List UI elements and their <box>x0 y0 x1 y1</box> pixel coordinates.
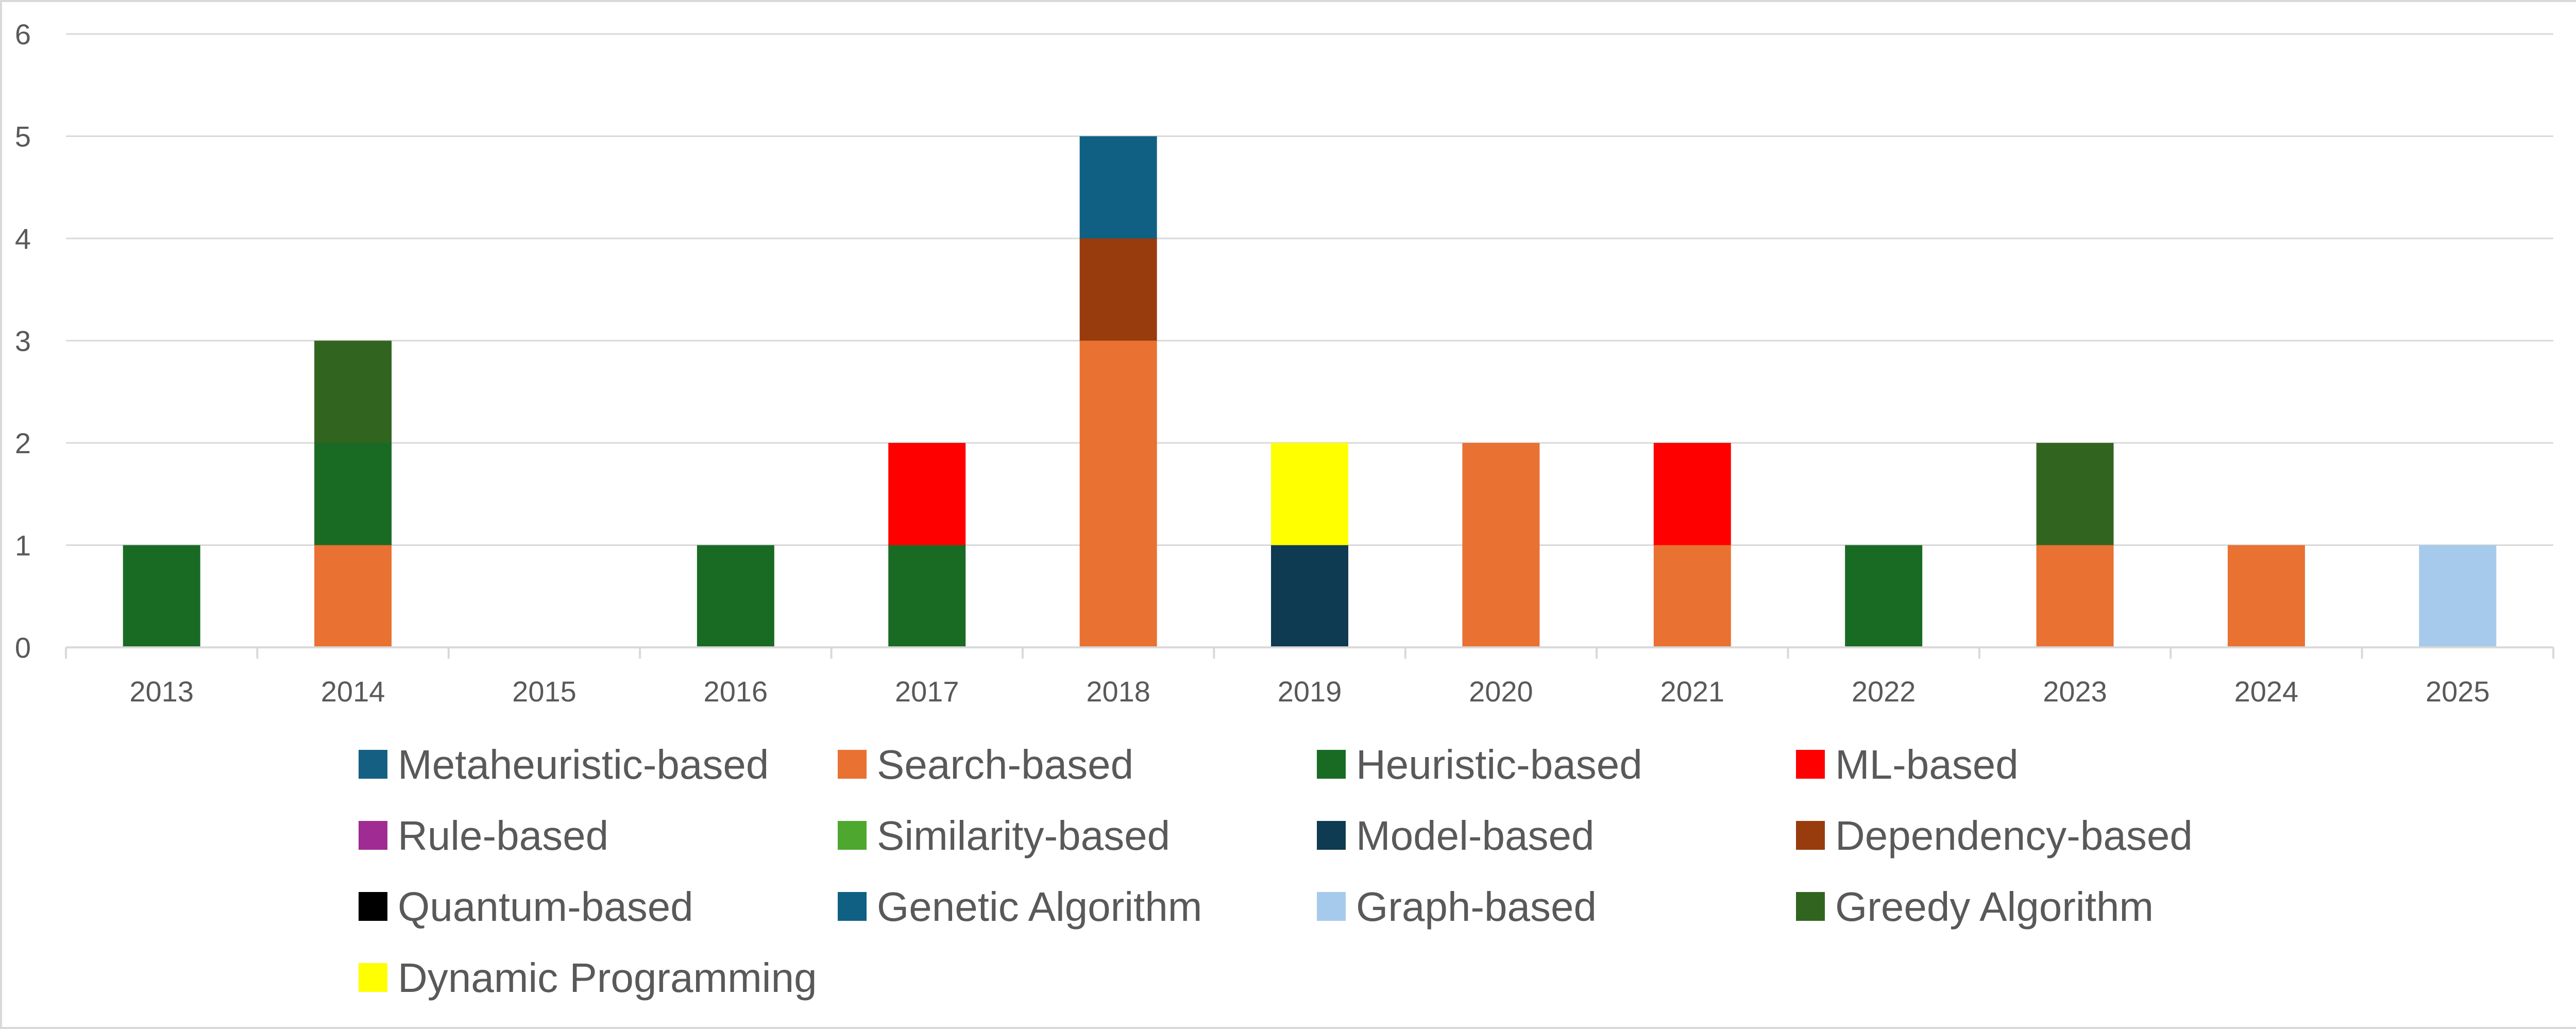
bar-segment <box>314 443 392 545</box>
bar-segment <box>1653 443 1731 545</box>
bar-segment <box>2036 545 2114 647</box>
bar-segment <box>1271 443 1348 545</box>
legend-label: Greedy Algorithm <box>1835 884 2154 930</box>
legend-swatch <box>359 750 387 779</box>
y-tick-label: 1 <box>15 529 31 562</box>
bar-segment <box>1653 545 1731 647</box>
x-tick-label: 2023 <box>2043 675 2107 708</box>
bar-segment <box>888 545 966 647</box>
bar-segment <box>697 545 774 647</box>
legend-swatch <box>1796 821 1825 850</box>
x-tick-label: 2015 <box>512 675 577 708</box>
bar-segment <box>314 545 392 647</box>
y-tick-label: 6 <box>15 18 31 50</box>
legend-label: Dependency-based <box>1835 813 2193 859</box>
legend-swatch <box>838 821 867 850</box>
x-tick-label: 2013 <box>129 675 194 708</box>
x-tick-label: 2016 <box>704 675 768 708</box>
legend-swatch <box>1317 750 1346 779</box>
legend-label: Dynamic Programming <box>398 955 817 1001</box>
bar-segment <box>1462 443 1540 647</box>
bar-segment <box>1845 545 1923 647</box>
legend-label: Model-based <box>1356 813 1595 859</box>
legend-label: Genetic Algorithm <box>877 884 1202 930</box>
x-tick-label: 2025 <box>2426 675 2490 708</box>
x-tick-label: 2024 <box>2234 675 2299 708</box>
bar-segment <box>1079 238 1157 341</box>
legend-label: Heuristic-based <box>1356 742 1642 787</box>
bar-segment <box>2419 545 2497 647</box>
legend-swatch <box>359 963 387 992</box>
legend-label: Graph-based <box>1356 884 1597 930</box>
bar-segment <box>123 545 200 647</box>
legend-swatch <box>1317 821 1346 850</box>
legend-swatch <box>838 892 867 921</box>
x-tick-label: 2018 <box>1086 675 1150 708</box>
x-tick-label: 2020 <box>1469 675 1533 708</box>
y-tick-label: 5 <box>15 121 31 153</box>
bar-segment <box>1079 136 1157 238</box>
legend-label: Similarity-based <box>877 813 1170 859</box>
bar-segment <box>1271 545 1348 647</box>
bar-segment <box>888 443 966 545</box>
legend-label: Search-based <box>877 742 1133 787</box>
bar-segment <box>2227 545 2305 647</box>
bar-segment <box>314 340 392 443</box>
legend-swatch <box>1317 892 1346 921</box>
legend-label: ML-based <box>1835 742 2019 787</box>
legend-swatch <box>1796 750 1825 779</box>
x-tick-label: 2019 <box>1278 675 1342 708</box>
x-tick-label: 2014 <box>321 675 385 708</box>
legend-label: Rule-based <box>398 813 608 859</box>
x-tick-label: 2017 <box>895 675 959 708</box>
x-tick-label: 2022 <box>1852 675 1916 708</box>
y-tick-label: 4 <box>15 222 31 255</box>
legend-label: Quantum-based <box>398 884 693 930</box>
legend: Metaheuristic-based Search-based Heuristic… <box>359 742 2193 1001</box>
legend-swatch <box>359 821 387 850</box>
bar-segment <box>2036 443 2114 545</box>
y-tick-label: 2 <box>15 427 31 459</box>
bar-segment <box>1079 340 1157 647</box>
y-tick-label: 0 <box>15 631 31 664</box>
bars <box>123 136 2497 647</box>
axes: 0 1 2 3 4 5 6 2013 2014 2015 2016 2017 2018 2019 2020 2… <box>15 18 2554 708</box>
legend-swatch <box>838 750 867 779</box>
legend-label: Metaheuristic-based <box>398 742 769 787</box>
legend-swatch <box>359 892 387 921</box>
x-tick-label: 2021 <box>1660 675 1724 708</box>
y-tick-label: 3 <box>15 325 31 357</box>
legend-swatch <box>1796 892 1825 921</box>
